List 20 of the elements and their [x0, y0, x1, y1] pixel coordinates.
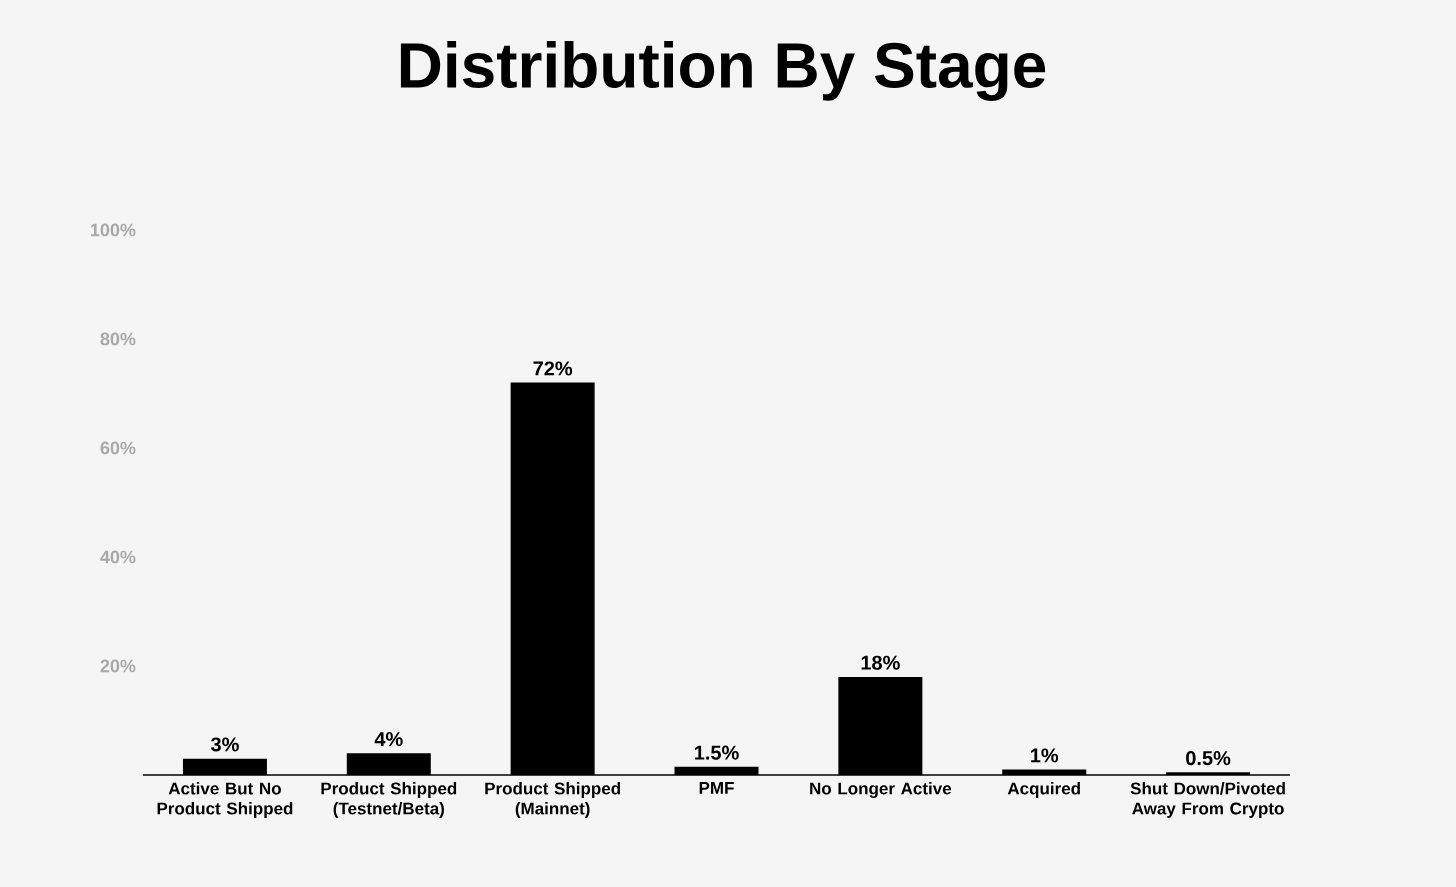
data-label: 0.5% — [1186, 751, 1231, 766]
data-label: 18% — [861, 655, 900, 670]
chart-title: Distribution By Stage — [400, 41, 1046, 101]
y-tick-label: 80% — [100, 332, 136, 346]
data-label: 72% — [533, 361, 573, 376]
data-label: 1.5% — [694, 745, 739, 760]
data-label: 1% — [1031, 748, 1059, 763]
x-tick-label: Active But No Product Shipped — [157, 782, 293, 818]
x-tick-label: PMF — [699, 782, 734, 794]
x-tick-label: Acquired — [1007, 782, 1080, 798]
x-tick-label: Product Shipped (Mainnet) — [485, 782, 620, 818]
y-tick-label: 20% — [100, 659, 136, 673]
y-tick-label: 60% — [100, 441, 136, 455]
data-label: 3% — [210, 737, 239, 752]
y-tick-label: 100% — [91, 223, 136, 237]
x-tick-label: Shut Down/Pivoted Away From Crypto — [1130, 782, 1285, 818]
y-tick-label: 40% — [100, 550, 136, 564]
x-tick-label: No Longer Active — [810, 782, 952, 798]
x-tick-label: Product Shipped (Testnet/Beta) — [321, 782, 457, 818]
data-label: 4% — [374, 732, 403, 747]
